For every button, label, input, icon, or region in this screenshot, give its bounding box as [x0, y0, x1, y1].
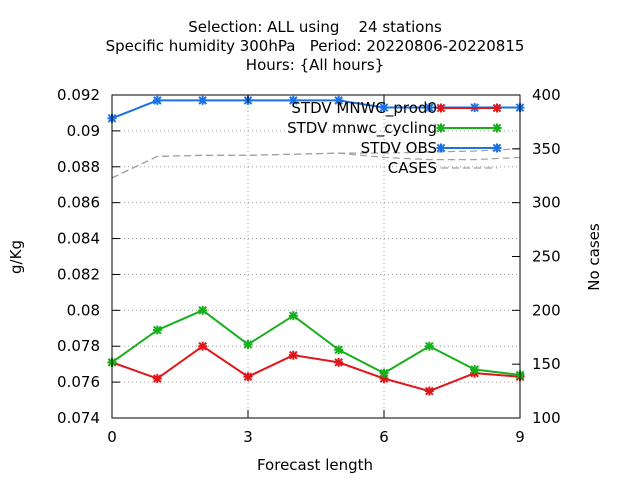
marker-stroke: [425, 341, 434, 351]
y2-tick-label: 100: [532, 409, 561, 427]
marker-stroke: [289, 96, 298, 105]
y2-tick-label: 350: [532, 140, 561, 158]
marker-stroke: [198, 96, 207, 105]
y2-tick-label: 200: [532, 301, 561, 319]
y-tick-label: 0.092: [57, 86, 100, 104]
x-tick-label: 6: [379, 428, 389, 446]
marker-stroke: [425, 386, 434, 396]
marker-stroke: [198, 341, 207, 351]
marker-stroke: [334, 96, 343, 105]
data-point: [334, 357, 344, 367]
series-cases: [111, 148, 521, 179]
legend-marker: [492, 143, 502, 153]
marker-stroke: [436, 123, 446, 133]
marker-stroke: [243, 372, 253, 382]
marker-stroke: [153, 96, 162, 105]
y-tick-label: 0.074: [57, 409, 100, 427]
marker-stroke: [153, 374, 162, 383]
y-tick-label: 0.078: [57, 337, 100, 355]
y-tick-label: 0.076: [57, 373, 100, 391]
data-point: [288, 350, 298, 360]
data-point: [243, 372, 253, 382]
data-point: [288, 311, 298, 321]
y-tick-label: 0.084: [57, 230, 100, 248]
data-point: [198, 95, 208, 105]
data-point: [152, 95, 162, 105]
y-tick-label: 0.088: [57, 158, 100, 176]
data-point: [379, 103, 389, 113]
plot-series: [107, 95, 525, 396]
marker-stroke: [243, 340, 253, 349]
data-point: [152, 325, 162, 335]
legend-label: STDV OBS: [361, 139, 437, 157]
y-axis-label: g/Kg: [7, 240, 25, 274]
data-point: [243, 339, 253, 349]
data-point: [152, 374, 162, 384]
y-tick-label: 0.08: [67, 301, 100, 319]
series-line: [111, 345, 521, 393]
marker-stroke: [334, 358, 343, 367]
y2-tick-label: 250: [532, 248, 561, 266]
data-point: [470, 365, 480, 375]
data-point: [379, 368, 389, 378]
legend-marker: [436, 123, 446, 133]
series-stdv-mnwc-prod0: [107, 341, 525, 396]
tick-labels: 0 3 6 9 0.074 0.076 0.078 0.08 0.082 0.084 0.086 0.…: [57, 86, 561, 446]
legend-marker: [436, 143, 446, 153]
legend-label: CASES: [388, 159, 437, 177]
marker-stroke: [492, 123, 502, 133]
y2-tick-label: 150: [532, 355, 561, 373]
marker-stroke: [379, 368, 389, 378]
data-point: [424, 341, 434, 351]
legend-label: STDV MNWC_prod0: [291, 99, 437, 118]
series-line-alt: [111, 148, 521, 179]
y-tick-label: 0.082: [57, 265, 100, 283]
title-line-1: Selection: ALL using 24 stations: [188, 18, 442, 36]
title-line-2: Specific humidity 300hPa Period: 2022080…: [106, 37, 525, 55]
axis-ticks: [111, 94, 521, 419]
marker-stroke: [153, 325, 162, 335]
legend-label: STDV mnwc_cycling: [287, 119, 437, 138]
chart-title: Selection: ALL using 24 stations Specifi…: [106, 18, 525, 74]
legend-marker: [492, 103, 502, 113]
y2-tick-label: 300: [532, 194, 561, 212]
y-tick-label: 0.086: [57, 194, 100, 212]
series-line: [111, 152, 521, 179]
marker-stroke: [289, 311, 298, 321]
data-point: [198, 305, 208, 315]
x-tick-label: 9: [515, 428, 525, 446]
series-line: [111, 309, 521, 376]
marker-stroke: [470, 365, 479, 374]
marker-stroke: [492, 103, 502, 113]
legend-marker: [436, 103, 446, 113]
marker-stroke: [198, 306, 207, 315]
marker-stroke: [334, 345, 343, 355]
data-point: [424, 103, 434, 113]
data-point: [334, 95, 344, 105]
x-axis-label: Forecast length: [257, 456, 373, 474]
data-point: [334, 345, 344, 355]
marker-stroke: [492, 143, 502, 153]
title-line-3: Hours: {All hours}: [246, 56, 384, 74]
y-tick-label: 0.09: [67, 122, 100, 140]
y2-axis-label: No cases: [585, 223, 603, 291]
marker-stroke: [379, 103, 389, 112]
marker-stroke: [289, 350, 298, 360]
marker-stroke: [436, 103, 446, 113]
data-point: [198, 341, 208, 351]
x-tick-label: 0: [107, 428, 117, 446]
y2-tick-label: 400: [532, 86, 561, 104]
marker-stroke: [436, 143, 446, 153]
x-tick-label: 3: [243, 428, 253, 446]
data-point: [424, 386, 434, 396]
grid: [112, 95, 520, 418]
legend-marker: [492, 123, 502, 133]
plot-frame: [111, 94, 521, 419]
marker-stroke: [425, 103, 434, 112]
data-point: [288, 95, 298, 105]
